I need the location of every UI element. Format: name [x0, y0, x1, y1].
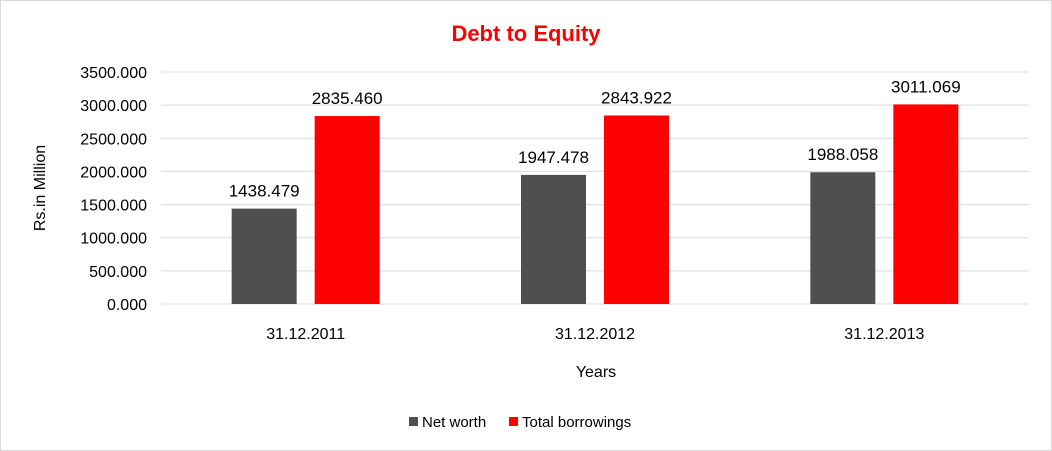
y-tick-label: 1000.000: [80, 231, 147, 248]
legend-swatch: [409, 417, 418, 426]
bar-total-borrowings: [314, 116, 380, 305]
x-tick-label: 31.12.2012: [555, 326, 635, 343]
x-axis-title: Years: [576, 364, 616, 381]
bar-net-worth: [810, 172, 876, 304]
legend-label: Net worth: [422, 414, 486, 431]
y-tick-label: 3500.000: [80, 65, 147, 82]
y-axis-title: Rs.in Million: [32, 145, 49, 231]
data-label: 2835.460: [312, 89, 383, 108]
y-tick-label: 2500.000: [80, 131, 147, 148]
chart-title: Debt to Equity: [451, 21, 601, 46]
y-tick-label: 1500.000: [80, 198, 147, 215]
bar-total-borrowings: [893, 104, 959, 304]
bar-total-borrowings: [604, 115, 669, 304]
x-axis-ticks: 31.12.2011 31.12.2012 31.12.2013: [266, 326, 924, 343]
data-label: 1988.058: [807, 145, 878, 164]
data-label: 2843.922: [601, 88, 672, 107]
data-labels: 1438.479 2835.460 1947.478 2843.922 1988.058…: [229, 77, 961, 200]
bar-net-worth: [231, 208, 297, 304]
data-label: 3011.069: [891, 77, 961, 96]
y-tick-label: 3000.000: [80, 98, 147, 115]
x-tick-label: 31.12.2013: [844, 326, 924, 343]
y-tick-label: 2000.000: [80, 164, 147, 181]
data-label: 1947.478: [518, 148, 589, 167]
x-tick-label: 31.12.2011: [266, 326, 345, 343]
legend-swatch: [509, 417, 518, 426]
bar-net-worth: [521, 174, 586, 304]
legend-label: Total borrowings: [522, 414, 631, 431]
legend: Net worth Total borrowings: [409, 414, 631, 431]
bars: [231, 104, 959, 305]
y-tick-label: 500.000: [89, 264, 147, 281]
y-axis-ticks: 0.000 500.000 1000.000 1500.000 2000.000 2500…: [80, 65, 147, 314]
gridlines: [161, 71, 1029, 305]
y-tick-label: 0.000: [107, 297, 147, 314]
data-label: 1438.479: [229, 182, 300, 201]
